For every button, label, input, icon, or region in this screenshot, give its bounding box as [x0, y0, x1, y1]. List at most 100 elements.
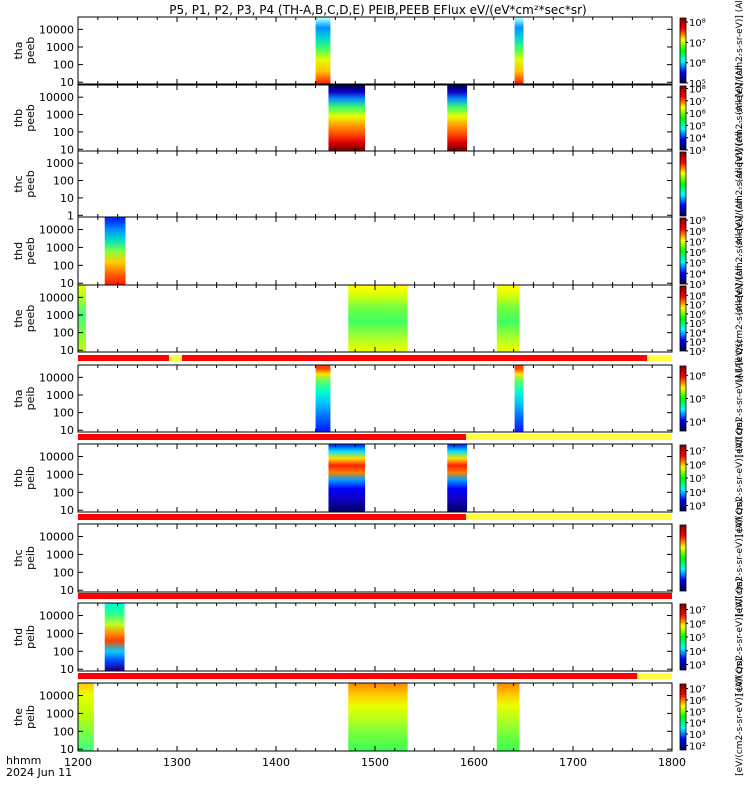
panel-frame: [77, 150, 673, 218]
y-tick-label: 100: [53, 259, 74, 272]
colorbar-tick-label: 10⁶: [689, 59, 706, 70]
status-bar-segment: [78, 514, 467, 520]
time-label-date: 2024 Jun 11: [6, 766, 72, 779]
spectrogram-block: [514, 17, 524, 84]
y-tick-label: 100: [53, 59, 74, 72]
colorbar-tick-label: 10⁸: [689, 84, 706, 95]
time-axis: 1200 1300 1400 1500 1600 1700 1800: [64, 756, 686, 769]
y-tick-label: 1000: [46, 468, 74, 481]
x-tick-label: 1500: [361, 756, 389, 769]
y-tick-label: 1000: [46, 707, 74, 720]
time-label-hhmm: hhmm: [6, 754, 41, 767]
colorbar-tick-label: 10³: [689, 146, 706, 157]
y-tick-label: 100: [53, 407, 74, 420]
y-tick-label: 1000: [46, 389, 74, 402]
y-tick-label: 100: [53, 486, 74, 499]
status-bar-segment: [169, 355, 182, 361]
colorbar-tick-label: 10³: [689, 502, 706, 513]
colorbar-label: [eV/(cm2-s-sr-eV)] (All Qs): [735, 499, 745, 617]
colorbar-label: [eV/(cm2-s-sr-eV)] (All Qs): [735, 658, 745, 776]
status-bar-segment: [78, 355, 170, 361]
y-axis-label: peib: [24, 466, 37, 490]
y-tick-label: 10000: [39, 531, 74, 544]
y-tick-label: 10000: [39, 371, 74, 384]
colorbar-tick-label: 10⁷: [689, 447, 706, 458]
spectrogram-block: [104, 603, 125, 671]
panel-frame: [77, 216, 673, 286]
colorbar-label: [eV/(cm2-s-sr-eV)] (All Qs): [735, 419, 745, 537]
spectrogram-block: [315, 17, 331, 84]
colorbar-label: [eV/(cm2-s-sr-eV)] (All Qs): [735, 340, 745, 458]
y-tick-label: 1000: [46, 157, 74, 170]
panel-frame: [77, 443, 673, 513]
y-axis-label: peib: [24, 705, 37, 729]
colorbar-tick-label: 10⁵: [689, 474, 706, 485]
colorbar-tick-label: 10⁷: [689, 237, 706, 248]
colorbar-tick-label: 10⁵: [689, 79, 706, 90]
status-bar-segment: [78, 673, 638, 679]
status-bar-segment: [647, 355, 672, 361]
y-tick-label: 100: [53, 327, 74, 340]
colorbar-tick-label: 10⁹: [689, 216, 706, 227]
spectrogram-block: [447, 85, 468, 151]
colorbar-tick-label: 10⁶: [689, 460, 706, 471]
y-tick-label: 1000: [46, 109, 74, 122]
y-tick-label: 100: [53, 645, 74, 658]
colorbar-tick-label: 10³: [689, 338, 706, 349]
colorbar-tick-label: 10⁵: [689, 707, 706, 718]
x-tick-label: 1600: [460, 756, 488, 769]
colorbar: [679, 85, 687, 151]
colorbar-tick-label: 10⁷: [689, 38, 706, 49]
spectrogram-block: [315, 365, 331, 432]
colorbar-tick-label: 10⁷: [689, 301, 706, 312]
y-axis-label: tha: [12, 41, 25, 59]
x-tick-label: 1300: [163, 756, 191, 769]
spectrogram-block: [496, 285, 520, 352]
colorbar-tick-label: 10⁵: [689, 395, 706, 406]
colorbar: [679, 365, 687, 432]
colorbar-tick-label: 10³: [689, 280, 706, 291]
colorbar-tick-label: 10³: [689, 730, 706, 741]
colorbar-tick-label: 10⁵: [689, 319, 706, 330]
spectrogram-block: [328, 85, 366, 151]
status-bar-segment: [78, 593, 672, 599]
y-axis-label: thb: [12, 109, 25, 127]
colorbar-tick-label: 10⁶: [689, 696, 706, 707]
panel-tha-peeb: 10000 1000 100 10 tha peeb 10⁸ 10⁷ 10⁶ 10⁵ (All [e…: [12, 0, 745, 115]
y-tick-label: 10: [60, 424, 74, 437]
colorbar-label: (All [eV/(cm2-s-sr-eV)] (All ...: [735, 187, 745, 316]
panel-tha-peib: 10000 1000 100 10 tha peib 10⁶ 10⁵ 10⁴ [eV/(cm2-s…: [12, 340, 745, 458]
colorbar-tick-label: 10³: [689, 661, 706, 672]
y-tick-label: 100: [53, 566, 74, 579]
y-tick-label: 1000: [46, 627, 74, 640]
colorbar-tick-label: 10⁶: [689, 109, 706, 120]
y-tick-label: 10000: [39, 451, 74, 464]
status-bar-segment: [181, 355, 648, 361]
panel-frame: [77, 523, 673, 593]
y-axis-label: the: [12, 309, 25, 327]
y-axis-label: peeb: [24, 170, 37, 198]
colorbar-tick-label: 10⁸: [689, 227, 706, 238]
colorbar: [679, 683, 687, 751]
y-tick-label: 10: [60, 192, 74, 205]
colorbar-label: [eV/(cm2-s-sr-eV)] (All Qs): [735, 578, 745, 696]
colorbar-tick-label: 10²: [689, 347, 706, 358]
y-tick-label: 10000: [39, 23, 74, 36]
colorbar-label: (All [eV/(cm2-s-sr-eV)] (All ...: [735, 0, 745, 115]
colorbar-tick-label: 10⁴: [689, 488, 706, 499]
panel-frame: [77, 364, 673, 433]
colorbar-tick-label: 10⁶: [689, 248, 706, 259]
y-axis-label: thd: [12, 242, 25, 260]
y-tick-label: 10: [60, 143, 74, 156]
colorbar-tick-label: 10⁸: [689, 18, 706, 29]
y-tick-label: 10000: [39, 291, 74, 304]
y-tick-label: 10: [60, 76, 74, 89]
x-tick-label: 1200: [64, 756, 92, 769]
y-tick-label: 10: [60, 504, 74, 517]
y-tick-label: 1000: [46, 241, 74, 254]
y-axis-label: thc: [12, 175, 25, 192]
